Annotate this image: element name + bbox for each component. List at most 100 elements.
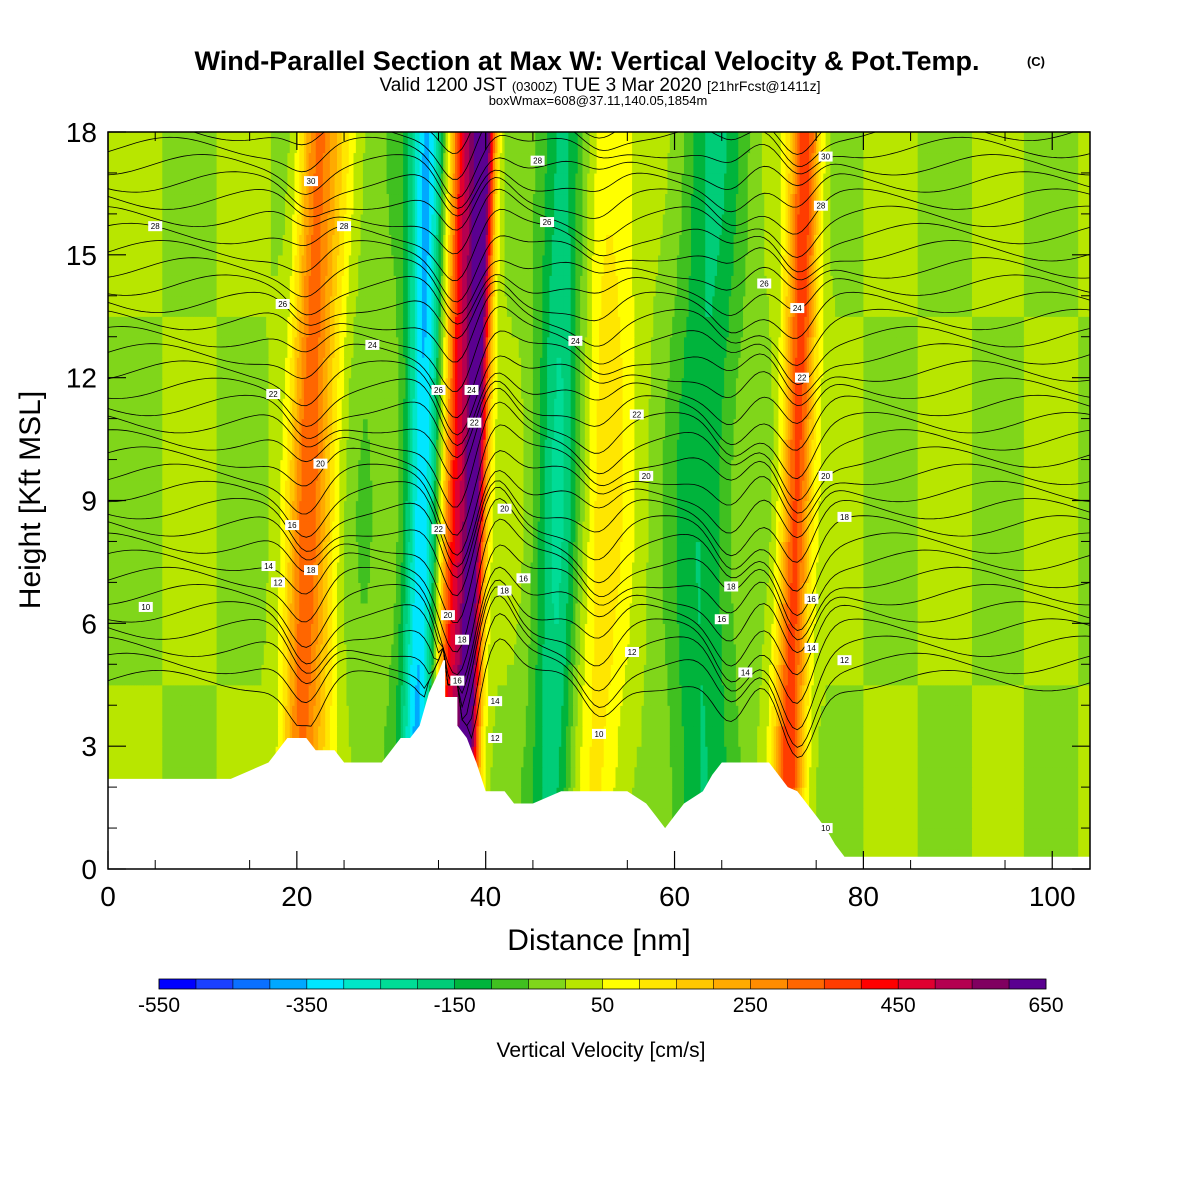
w-field-cell (514, 623, 517, 645)
w-field-cell (929, 684, 933, 706)
w-field-cell (974, 705, 978, 727)
w-field-cell (934, 643, 938, 665)
w-field-cell (971, 623, 975, 645)
w-field-cell (915, 766, 919, 788)
w-field-cell (381, 664, 385, 686)
w-field-cell (983, 807, 987, 829)
w-field-cell (683, 746, 687, 768)
w-field-cell (488, 664, 492, 686)
w-field-cell (1056, 684, 1060, 706)
w-field-cell (1047, 766, 1051, 788)
w-field-cell (1071, 705, 1075, 727)
w-field-cell (768, 664, 772, 686)
w-field-cell (483, 766, 487, 788)
w-field-cell (851, 684, 855, 706)
w-field-cell (896, 643, 900, 665)
w-field-cell (502, 725, 506, 747)
w-field-cell (662, 807, 666, 829)
w-field-cell (844, 684, 848, 706)
w-field-cell (889, 643, 893, 665)
w-field-cell (202, 684, 206, 706)
w-field-cell (646, 684, 650, 706)
w-field-cell (530, 705, 534, 727)
w-field-cell (613, 705, 617, 727)
w-field-cell (964, 664, 968, 686)
w-field-cell (861, 684, 864, 706)
w-field-cell (1059, 725, 1063, 747)
w-field-cell (1052, 664, 1056, 686)
w-field-cell (306, 684, 310, 706)
w-field-cell (780, 623, 784, 645)
w-field-cell (650, 746, 654, 768)
w-field-cell (254, 623, 258, 645)
w-field-cell (459, 684, 463, 706)
w-field-cell (370, 623, 373, 645)
w-field-cell (145, 664, 149, 686)
w-field-cell (459, 623, 463, 645)
w-field-cell (648, 787, 652, 809)
w-field-cell (938, 807, 942, 829)
w-field-cell (764, 746, 768, 768)
w-field-cell (277, 725, 281, 747)
w-field-cell (485, 725, 489, 747)
w-field-cell (648, 746, 652, 768)
w-field-cell (252, 664, 255, 686)
w-field-cell (665, 664, 669, 686)
w-field-cell (879, 623, 883, 645)
w-field-cell (983, 623, 987, 645)
w-field-cell (1071, 828, 1075, 850)
w-field-cell (858, 623, 862, 645)
w-field-cell (523, 766, 527, 788)
w-field-cell (953, 766, 957, 788)
w-field-cell (858, 746, 862, 768)
w-field-cell (294, 705, 298, 727)
w-field-cell (325, 664, 329, 686)
w-field-cell (521, 705, 525, 727)
w-field-cell (691, 623, 695, 645)
w-field-cell (270, 705, 274, 727)
w-field-cell (606, 623, 610, 645)
w-field-cell (360, 664, 364, 686)
w-field-cell (445, 623, 449, 645)
w-field-cell (124, 766, 128, 788)
w-field-cell (1066, 684, 1070, 706)
w-field-cell (162, 766, 166, 788)
w-field-cell (967, 746, 971, 768)
w-field-cell (773, 684, 777, 706)
w-field-cell (483, 684, 487, 706)
w-field-cell (927, 807, 931, 829)
w-field-cell (157, 725, 161, 747)
w-field-cell (757, 705, 761, 727)
w-field-cell (535, 664, 539, 686)
w-field-cell (174, 725, 178, 747)
w-field-cell (658, 766, 661, 788)
w-field-cell (459, 643, 463, 665)
w-field-cell (863, 643, 867, 665)
w-field-cell (379, 684, 383, 706)
w-field-cell (853, 787, 857, 809)
w-field-cell (662, 643, 666, 665)
w-field-cell (957, 684, 961, 706)
w-field-cell (228, 746, 232, 768)
w-field-cell (447, 623, 451, 645)
w-field-cell (207, 705, 211, 727)
w-field-cell (108, 705, 111, 727)
w-field-cell (707, 643, 711, 665)
w-field-cell (556, 643, 560, 665)
w-field-cell (164, 623, 168, 645)
w-field-cell (802, 643, 805, 665)
w-field-cell (1045, 684, 1049, 706)
w-field-cell (148, 725, 152, 747)
w-field-cell (518, 623, 522, 645)
w-field-cell (360, 725, 364, 747)
w-field-cell (960, 828, 964, 850)
w-field-cell (280, 623, 284, 645)
w-field-cell (476, 705, 480, 727)
w-field-cell (169, 664, 173, 686)
w-field-cell (1066, 828, 1070, 850)
w-field-cell (558, 623, 562, 645)
w-field-cell (837, 623, 841, 645)
w-field-cell (159, 766, 163, 788)
w-field-cell (169, 684, 173, 706)
w-field-cell (608, 684, 612, 706)
